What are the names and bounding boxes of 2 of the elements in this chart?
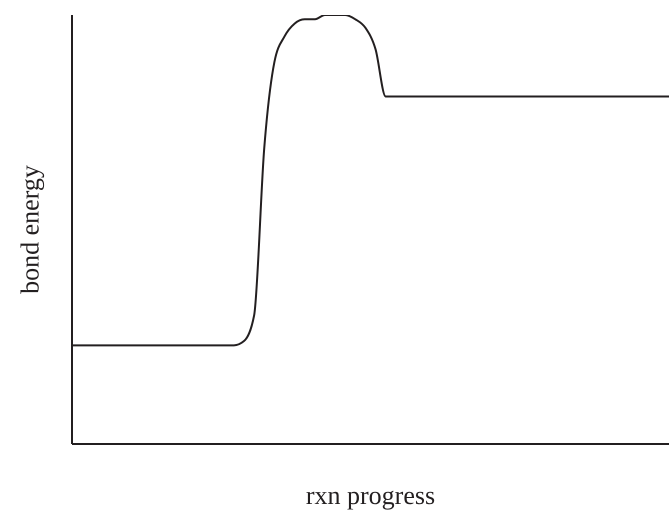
- y-axis-title: bond energy: [16, 165, 44, 294]
- x-axis-title: rxn progress: [306, 481, 436, 510]
